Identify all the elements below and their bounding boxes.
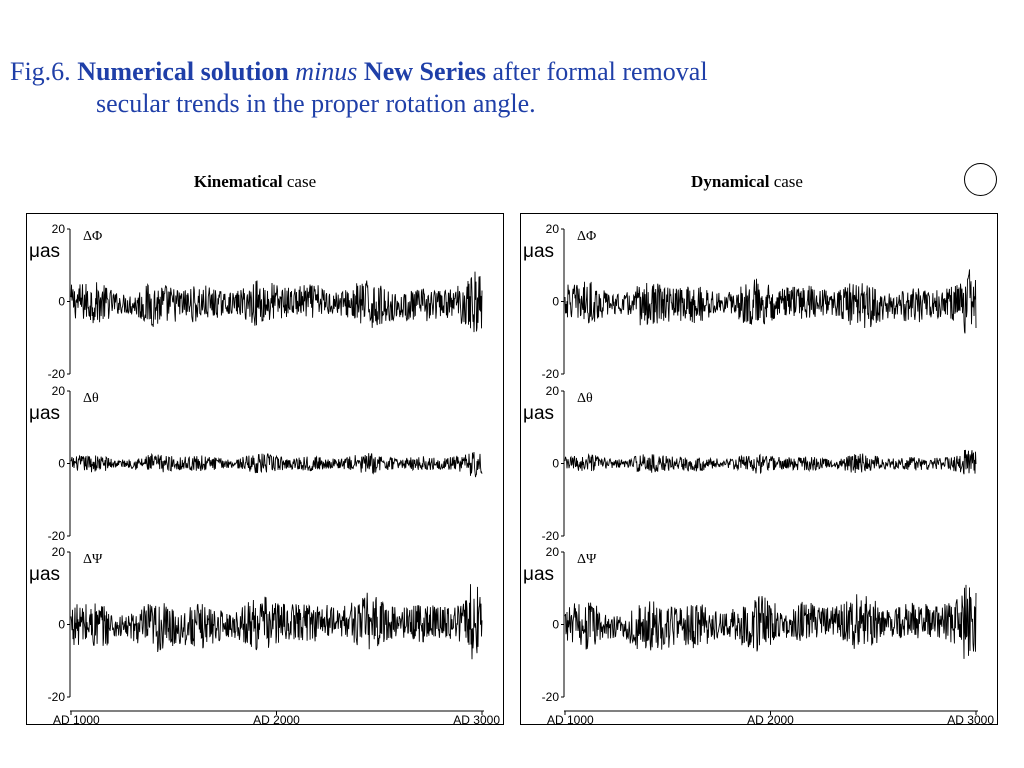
title-italic: minus bbox=[288, 57, 364, 86]
data-trace bbox=[564, 584, 977, 659]
figure-title: Fig.6. Numerical solution minus New Seri… bbox=[10, 56, 970, 120]
chart-panel-kinematical: 20 0 -20 μas ΔΦ 20 0 -20 μas Δθ 20 0 -20 μas ΔΨ AD 1000… bbox=[26, 213, 504, 726]
y-axis-unit: μas bbox=[29, 564, 60, 585]
title-bold-1: Numerical solution bbox=[77, 57, 289, 86]
data-trace bbox=[564, 449, 977, 475]
chart-panel-dynamical: 20 0 -20 μas ΔΦ 20 0 -20 μas Δθ 20 0 -20 μas ΔΨ AD 1000… bbox=[520, 213, 998, 726]
y-tick-label: -20 bbox=[542, 367, 560, 381]
y-tick-label: -20 bbox=[48, 367, 66, 381]
subplot-label: ΔΨ bbox=[83, 552, 103, 567]
subplot-1: 20 0 -20 μas Δθ bbox=[29, 384, 483, 543]
y-axis-unit: μas bbox=[29, 241, 60, 262]
y-axis-unit: μas bbox=[523, 564, 554, 585]
y-tick-label: 0 bbox=[552, 457, 559, 471]
panel-title-rest: case bbox=[769, 172, 803, 191]
title-line-2: secular trends in the proper rotation an… bbox=[96, 89, 536, 118]
y-axis-unit: μas bbox=[523, 403, 554, 424]
y-tick-label: -20 bbox=[542, 690, 560, 704]
x-tick-label: AD 3000 bbox=[453, 713, 500, 726]
subplot-label: ΔΨ bbox=[577, 552, 597, 567]
y-tick-label: 0 bbox=[552, 618, 559, 632]
data-trace bbox=[70, 584, 483, 660]
x-tick-label: AD 3000 bbox=[947, 713, 994, 726]
x-tick-label: AD 2000 bbox=[253, 713, 300, 726]
panel-title-dynamical: Dynamical case bbox=[597, 172, 897, 192]
x-tick-label: AD 1000 bbox=[53, 713, 100, 726]
y-tick-label: -20 bbox=[48, 529, 66, 543]
y-tick-label: 0 bbox=[58, 457, 65, 471]
title-suffix: after formal removal bbox=[485, 57, 708, 86]
chart-svg: 20 0 -20 μas ΔΦ 20 0 -20 μas Δθ 20 0 -20 μas ΔΨ AD 1000… bbox=[523, 222, 994, 726]
panel-title-bold: Dynamical bbox=[691, 172, 770, 191]
y-tick-label: 0 bbox=[552, 295, 559, 309]
subplot-label: ΔΦ bbox=[83, 229, 102, 244]
y-tick-label: -20 bbox=[48, 690, 66, 704]
x-axis: AD 1000 AD 2000 AD 3000 bbox=[547, 710, 994, 726]
y-tick-label: 20 bbox=[52, 384, 66, 398]
x-tick-label: AD 2000 bbox=[747, 713, 794, 726]
x-tick-label: AD 1000 bbox=[547, 713, 594, 726]
panel-title-kinematical: Kinematical case bbox=[105, 172, 405, 192]
y-tick-label: -20 bbox=[542, 529, 560, 543]
y-tick-label: 20 bbox=[52, 545, 66, 559]
subplot-1: 20 0 -20 μas Δθ bbox=[523, 384, 977, 543]
data-trace bbox=[564, 269, 977, 334]
y-tick-label: 0 bbox=[58, 295, 65, 309]
y-tick-label: 20 bbox=[546, 222, 560, 236]
subplot-2: 20 0 -20 μas ΔΨ bbox=[29, 545, 483, 704]
title-prefix: Fig.6. bbox=[10, 57, 78, 86]
y-tick-label: 20 bbox=[52, 222, 66, 236]
y-tick-label: 20 bbox=[546, 384, 560, 398]
subplot-0: 20 0 -20 μas ΔΦ bbox=[523, 222, 977, 381]
panel-title-bold: Kinematical bbox=[193, 172, 283, 191]
y-axis-unit: μas bbox=[29, 403, 60, 424]
data-trace bbox=[70, 271, 483, 333]
y-tick-label: 0 bbox=[58, 618, 65, 632]
subplot-0: 20 0 -20 μas ΔΦ bbox=[29, 222, 483, 381]
panel-title-rest: case bbox=[282, 172, 317, 191]
subplot-2: 20 0 -20 μas ΔΨ bbox=[523, 545, 977, 704]
title-bold-2: New Series bbox=[363, 57, 486, 86]
y-tick-label: 20 bbox=[546, 545, 560, 559]
subplot-label: ΔΦ bbox=[577, 229, 596, 244]
data-trace bbox=[70, 452, 483, 478]
y-axis-unit: μas bbox=[523, 241, 554, 262]
subplot-label: Δθ bbox=[83, 391, 99, 406]
x-axis: AD 1000 AD 2000 AD 3000 bbox=[53, 710, 500, 726]
subplot-label: Δθ bbox=[577, 391, 593, 406]
chart-svg: 20 0 -20 μas ΔΦ 20 0 -20 μas Δθ 20 0 -20 μas ΔΨ AD 1000… bbox=[29, 222, 500, 726]
circle-icon bbox=[964, 163, 997, 196]
